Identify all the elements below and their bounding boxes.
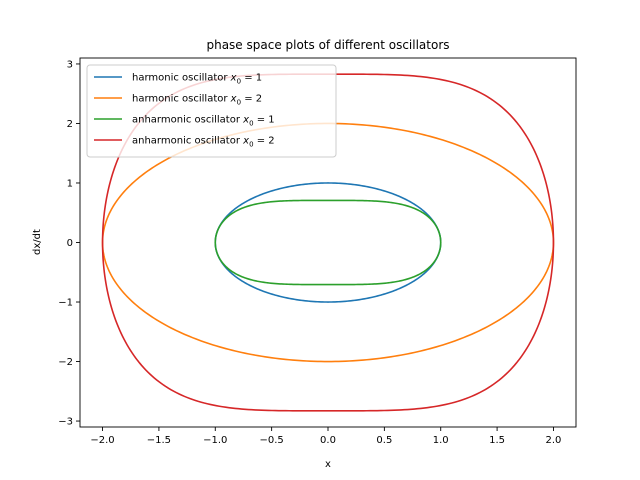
legend-box (86, 64, 337, 158)
x-tick-label: −0.5 (259, 435, 283, 446)
series-curves (101, 73, 555, 412)
legend-label: harmonic oscillator x0 = 2 (132, 94, 262, 107)
y-tick-label: 3 (67, 59, 73, 70)
x-tick-label: −2.0 (90, 435, 114, 446)
chart-title: phase space plots of different oscillato… (206, 38, 449, 52)
y-tick-label: −3 (58, 417, 73, 428)
x-tick-label: 1.5 (489, 435, 505, 446)
x-tick-label: −1.5 (147, 435, 171, 446)
legend-entry: anharmonic oscillator x0 = 1 (94, 115, 275, 128)
legend-entry: harmonic oscillator x0 = 2 (94, 94, 262, 107)
x-tick-label: 0.5 (376, 435, 392, 446)
y-tick-label: −1 (58, 298, 73, 309)
series-line-3 (214, 199, 442, 286)
y-tick-label: 1 (67, 178, 73, 189)
y-tick-label: 0 (67, 238, 73, 249)
plot-area: −2.0 −1.5 −1.0 −0.5 0.0 0.5 1.0 1.5 2.0 −3 −2 −1 0 1… (58, 57, 577, 446)
legend-label: anharmonic oscillator x0 = 1 (132, 115, 275, 128)
legend-entry: anharmonic oscillator x0 = 2 (94, 136, 275, 149)
x-tick-label: 1.0 (433, 435, 449, 446)
legend-label: anharmonic oscillator x0 = 2 (132, 136, 275, 149)
y-axis-label: dx/dt (32, 229, 43, 255)
x-tick-label: −1.0 (203, 435, 227, 446)
series-line-4 (101, 73, 555, 412)
legend: harmonic oscillator x0 = 1 harmonic oscil… (86, 64, 337, 158)
x-tick-label: 0.0 (320, 435, 336, 446)
legend-label: harmonic oscillator x0 = 1 (132, 73, 262, 86)
y-tick-label: 2 (67, 119, 73, 130)
x-tick-label: 2.0 (546, 435, 562, 446)
y-axis-ticks: −3 −2 −1 0 1 2 3 (58, 59, 80, 428)
legend-entry: harmonic oscillator x0 = 1 (94, 73, 262, 86)
x-axis-label: x (325, 459, 331, 470)
y-tick-label: −2 (58, 357, 73, 368)
x-axis-ticks: −2.0 −1.5 −1.0 −0.5 0.0 0.5 1.0 1.5 2.0 (90, 427, 561, 446)
